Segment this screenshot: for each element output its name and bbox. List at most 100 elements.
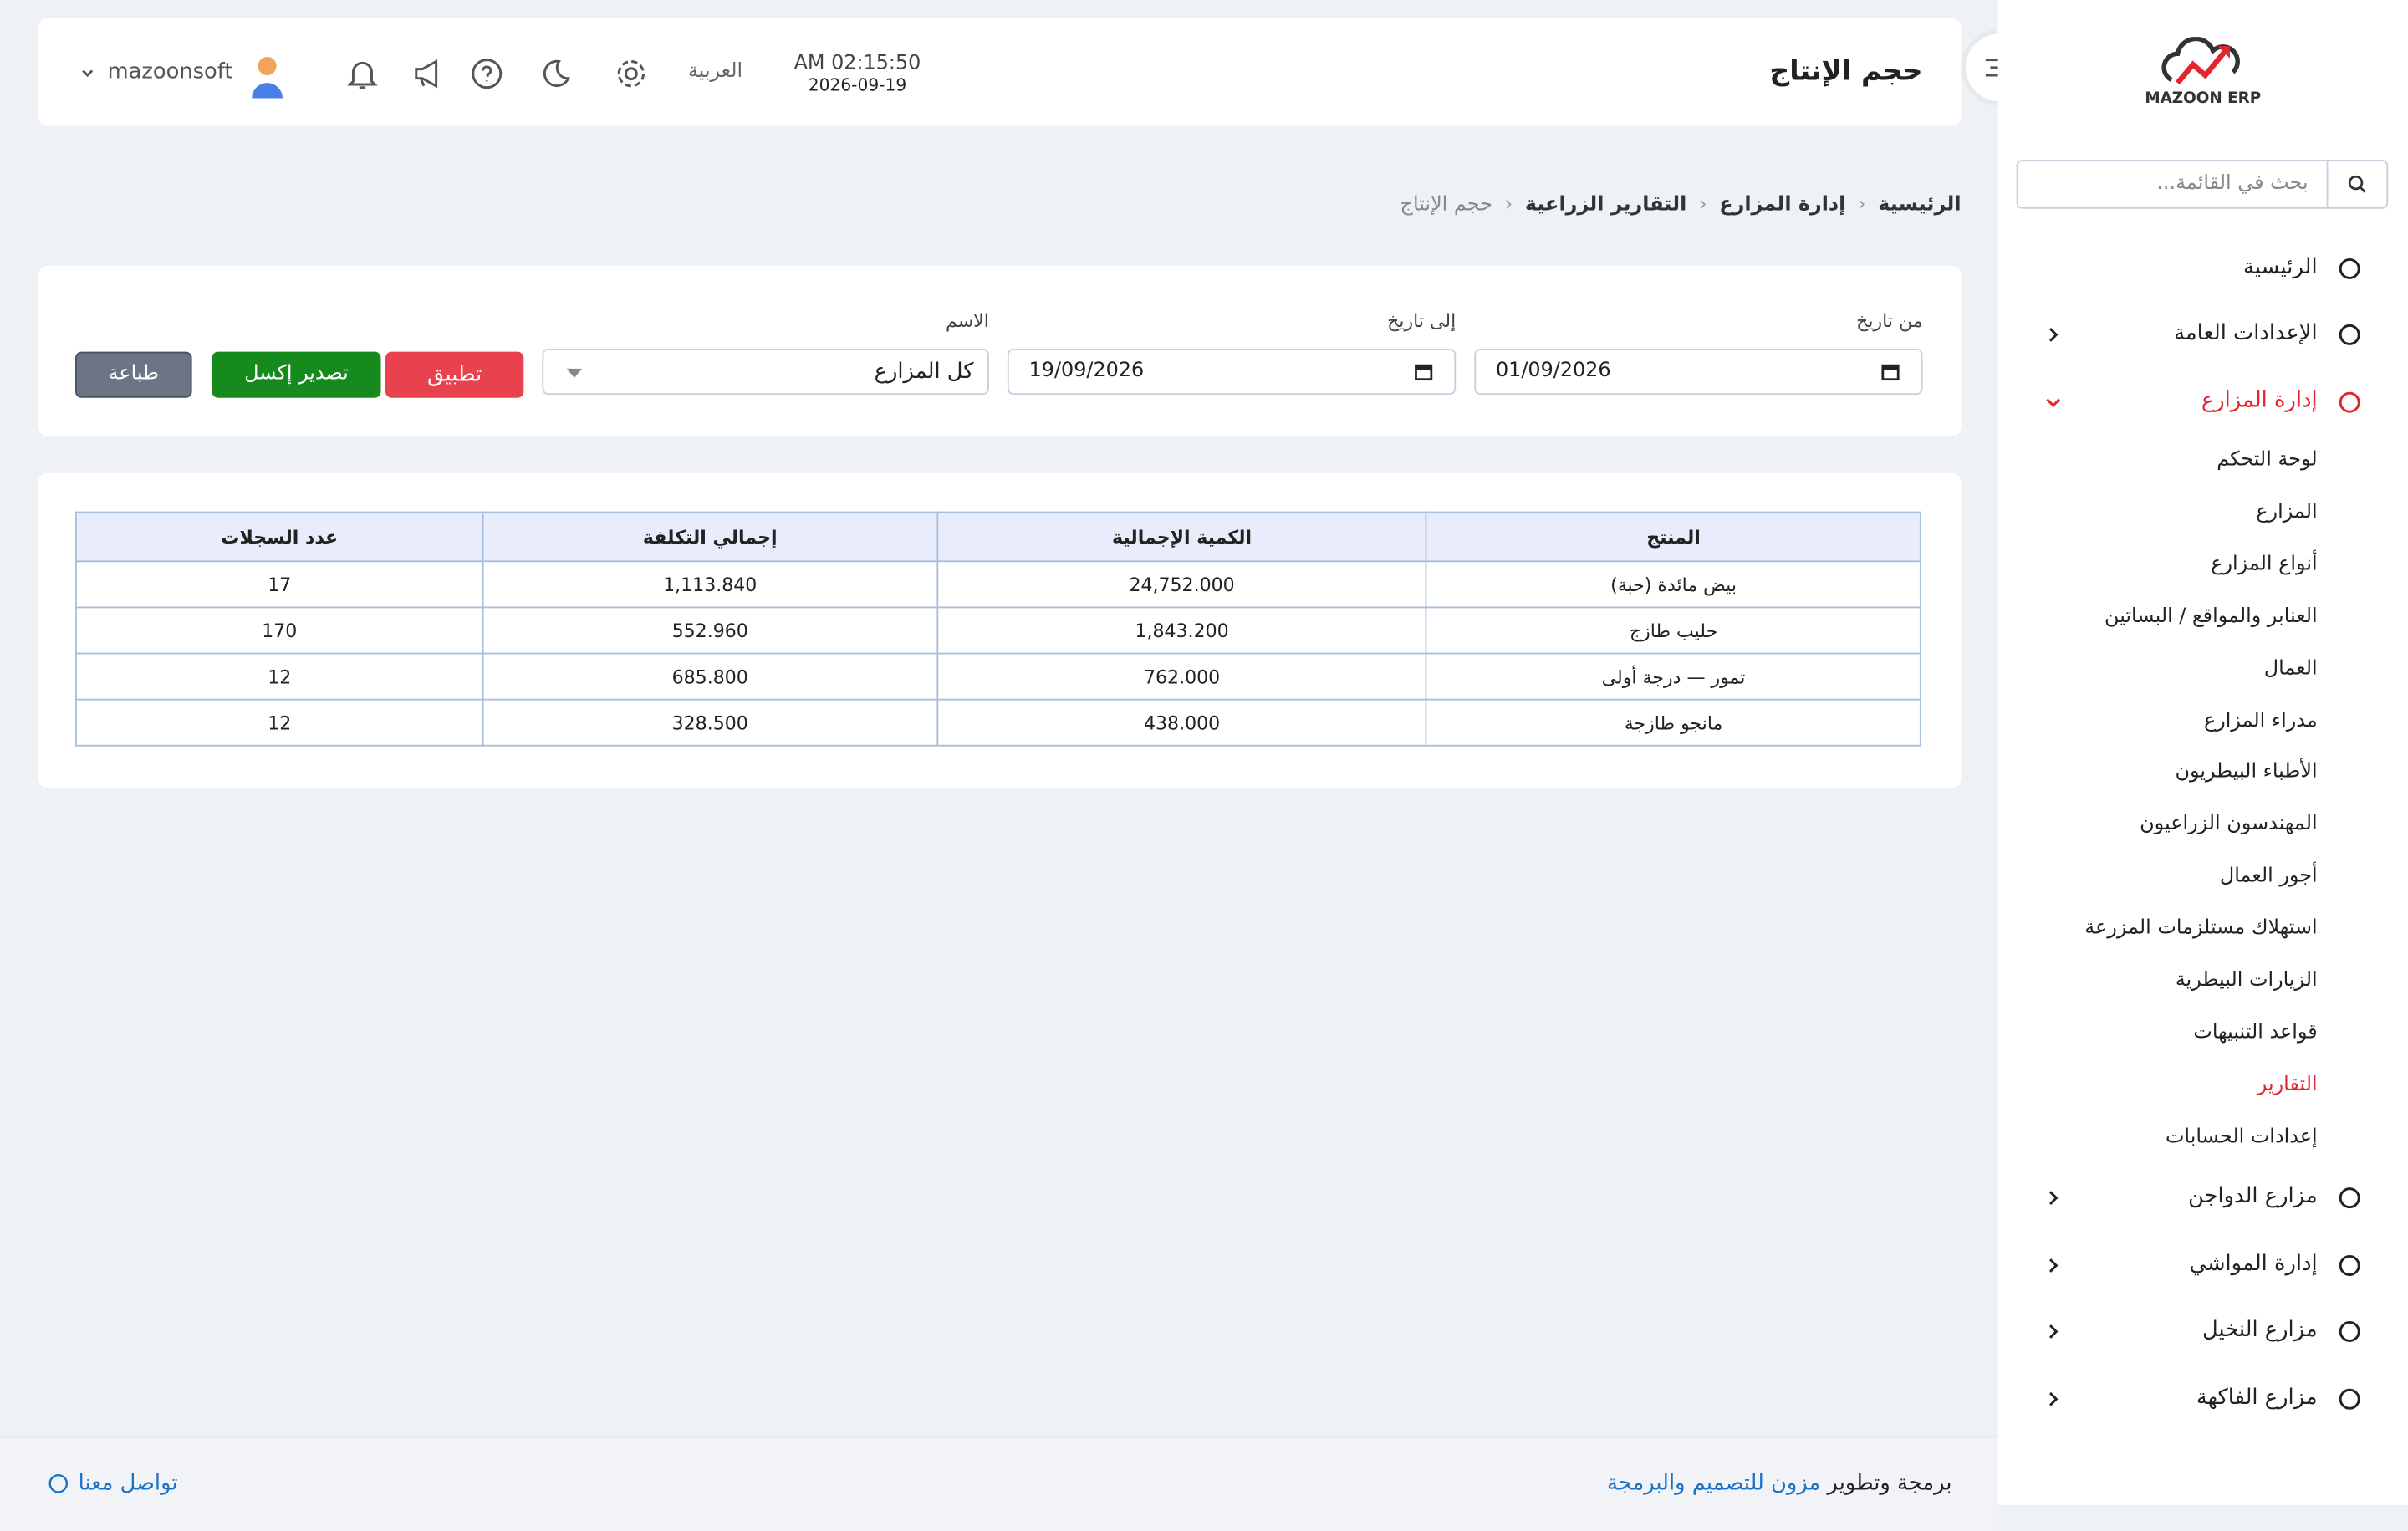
menu-item[interactable]: الإعدادات العامة (2174, 320, 2318, 346)
avatar[interactable] (247, 52, 288, 99)
select-caret (566, 368, 583, 378)
menu-item[interactable]: مزارع الدواجن (2188, 1184, 2318, 1209)
menu-chevron (2049, 1324, 2059, 1339)
table-cell: 762.000 (936, 652, 1428, 701)
footer: برمجة وتطوير مزون للتصميم والبرمجة تواصل… (0, 1436, 1998, 1531)
export-button[interactable]: تصدير إكسل (212, 351, 381, 398)
page-title: حجم الإنتاج (1769, 55, 1923, 88)
table-cell: 12 (75, 652, 484, 701)
name-select[interactable]: كل المزارع (542, 348, 989, 396)
clock: AM 02:15:50 2026-09-19 (794, 52, 921, 94)
help-icon[interactable] (468, 55, 505, 92)
user-caret (82, 69, 94, 78)
submenu-item[interactable]: لوحة التحكم (2217, 448, 2318, 472)
menu-icon (2339, 258, 2360, 279)
language-switch[interactable]: العربية (687, 59, 743, 84)
notification-icon[interactable] (344, 55, 380, 92)
submenu-item[interactable]: مدراء المزارع (2204, 708, 2318, 732)
table-cell: 1,843.200 (936, 606, 1428, 655)
submenu-item[interactable]: استهلاك مستلزمات المزرعة (2084, 916, 2318, 941)
logo-mark (2161, 37, 2240, 85)
table-cell: 24,752.000 (936, 560, 1428, 609)
menu-chevron (2049, 1391, 2059, 1406)
from-value: 01/09/2026 (1495, 359, 1611, 383)
filter-card: من تاريخ 01/09/2026 إلى تاريخ 19/09/2026… (38, 265, 1962, 436)
table-cell: بيض مائدة (حبة) (1426, 560, 1921, 609)
breadcrumb-separator: ‹ (1699, 193, 1707, 217)
print-text: طباعة (108, 362, 160, 386)
submenu-item[interactable]: الأطباء البيطريون (2175, 760, 2318, 784)
menu-item[interactable]: مزارع الفاكهة (2196, 1385, 2318, 1411)
menu-icon (2339, 324, 2360, 345)
announcement-icon[interactable] (410, 55, 446, 92)
to-value: 19/09/2026 (1028, 359, 1145, 383)
logo-text: MAZOON ERP (2145, 90, 2262, 108)
table-cell: مانجو طازجة (1426, 698, 1921, 747)
table-row: حليب طازج 1,843.200 552.960 170 (75, 606, 1921, 655)
table-card: المنتج الكمية الإجمالية إجمالي التكلفة عدد … (38, 472, 1962, 788)
table-row: بيض مائدة (حبة) 24,752.000 1,113.840 17 (75, 560, 1921, 609)
submenu-item[interactable]: التقارير (2257, 1073, 2318, 1097)
submenu-item[interactable]: إعدادات الحسابات (2165, 1125, 2318, 1149)
search-button[interactable] (2326, 161, 2387, 207)
whatsapp-icon (48, 1473, 69, 1493)
table-cell: 328.500 (482, 698, 938, 747)
credit: برمجة وتطوير مزون للتصميم والبرمجة (1607, 1472, 1951, 1496)
menu-icon (2339, 391, 2360, 413)
top-bar: حجم الإنتاج AM 02:15:50 2026-09-19 العربي… (38, 18, 1962, 126)
dark-mode-icon[interactable] (536, 55, 573, 92)
calendar-icon (1881, 364, 1900, 381)
submenu-item[interactable]: المهندسون الزراعيون (2140, 813, 2318, 836)
production-table: المنتج الكمية الإجمالية إجمالي التكلفة عدد … (75, 511, 1921, 747)
submenu-item[interactable]: المزارع (2256, 500, 2318, 524)
contact-text: تواصل معنا (78, 1471, 178, 1496)
to-label: إلى تاريخ (1387, 310, 1457, 332)
search-placeholder: بحث في القائمة... (2156, 171, 2309, 196)
table-cell: حليب طازج (1426, 606, 1921, 655)
contact-link[interactable]: تواصل معنا (48, 1472, 178, 1496)
settings-icon[interactable] (613, 55, 650, 92)
submenu-item[interactable]: أجور العمال (2219, 865, 2318, 888)
submenu-item[interactable]: العمال (2263, 656, 2318, 680)
menu-item[interactable]: الرئيسية (2243, 254, 2318, 280)
menu-search[interactable]: بحث في القائمة... (2016, 160, 2389, 209)
menu-icon (2339, 1320, 2360, 1342)
menu-icon (2339, 1187, 2360, 1209)
menu-item[interactable]: إدارة المزارع (2201, 388, 2318, 414)
user-menu[interactable]: mazoonsoft (107, 59, 233, 85)
from-label: من تاريخ (1856, 310, 1923, 332)
submenu-item[interactable]: الزيارات البيطرية (2175, 968, 2318, 993)
menu-item[interactable]: مزارع النخيل (2202, 1317, 2318, 1343)
menu-chevron (2049, 328, 2059, 342)
search-icon (2348, 175, 2366, 193)
to-date[interactable]: 19/09/2026 (1007, 348, 1457, 396)
breadcrumb-separator: ‹ (1504, 193, 1513, 217)
breadcrumb-item[interactable]: التقارير الزراعية (1524, 193, 1687, 217)
breadcrumb-item: حجم الإنتاج (1400, 193, 1492, 217)
breadcrumb-separator: ‹ (1858, 193, 1866, 217)
apply-button[interactable]: تطبيق (385, 351, 524, 398)
breadcrumb-item[interactable]: إدارة المزارع (1719, 193, 1846, 217)
table-cell: 17 (75, 560, 484, 609)
name-label: الاسم (946, 310, 989, 332)
submenu-item[interactable]: قواعد التنبيهات (2193, 1021, 2318, 1044)
table-cell: 685.800 (482, 652, 938, 701)
column-header: إجمالي التكلفة (482, 511, 938, 563)
column-header: الكمية الإجمالية (936, 511, 1428, 563)
from-date[interactable]: 01/09/2026 (1474, 348, 1923, 396)
menu-item[interactable]: إدارة المواشي (2189, 1251, 2318, 1277)
submenu-item[interactable]: أنواع المزارع (2211, 552, 2318, 576)
menu-icon (2339, 1388, 2360, 1410)
submenu-item[interactable]: العنابر والمواقع / البساتين (2104, 605, 2318, 628)
table-cell: 438.000 (936, 698, 1428, 747)
column-header: المنتج (1426, 511, 1921, 563)
table-cell: 552.960 (482, 606, 938, 655)
date: 2026-09-19 (808, 75, 907, 95)
column-header: عدد السجلات (75, 511, 484, 563)
credit-link[interactable]: مزون للتصميم والبرمجة (1607, 1471, 1821, 1496)
breadcrumb-item[interactable]: الرئيسية (1878, 193, 1962, 217)
print-button[interactable]: طباعة (75, 351, 192, 398)
menu-icon (2339, 1254, 2360, 1276)
menu-chevron (2049, 1258, 2059, 1273)
table-cell: 170 (75, 606, 484, 655)
